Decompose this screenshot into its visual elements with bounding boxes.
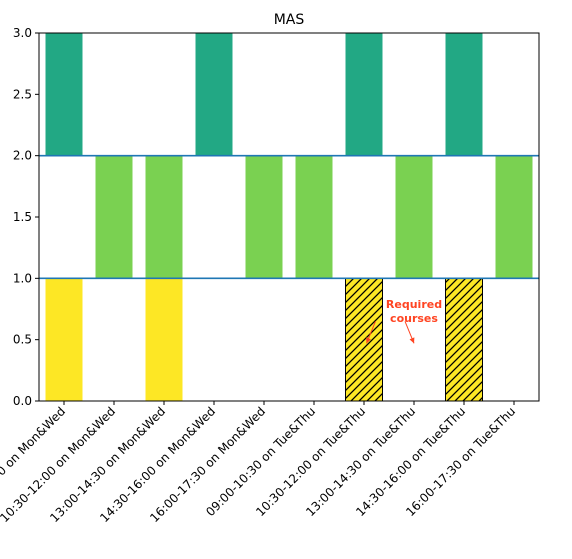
hlines-layer [39, 154, 539, 280]
y-tick-label: 1.0 [13, 271, 32, 285]
bar [95, 155, 133, 279]
annotation-arrowhead [366, 337, 371, 344]
bar [145, 278, 183, 401]
bar [145, 155, 183, 279]
chart-title: MAS [274, 12, 305, 28]
bar [45, 278, 83, 401]
y-tick-label: 1.5 [13, 210, 32, 224]
bar [245, 155, 283, 279]
y-tick-label: 2.5 [13, 87, 32, 101]
bar [495, 155, 533, 279]
bar-hatch [445, 277, 483, 402]
annotation-layer: Required courses [366, 298, 442, 344]
annotation-text: Required courses [386, 298, 442, 325]
bar [195, 33, 233, 156]
y-tick-label: 0.5 [13, 333, 32, 347]
bar [345, 33, 383, 156]
bar [395, 155, 433, 279]
bar-hatch [345, 277, 383, 402]
bar [445, 33, 483, 156]
y-tick-label: 0.0 [13, 394, 32, 408]
annotation-arrowhead [409, 337, 415, 344]
bar [295, 155, 333, 279]
y-tick-label: 2.0 [13, 149, 32, 163]
bar [45, 33, 83, 156]
bars-layer [45, 33, 533, 402]
y-tick-label: 3.0 [13, 26, 32, 40]
